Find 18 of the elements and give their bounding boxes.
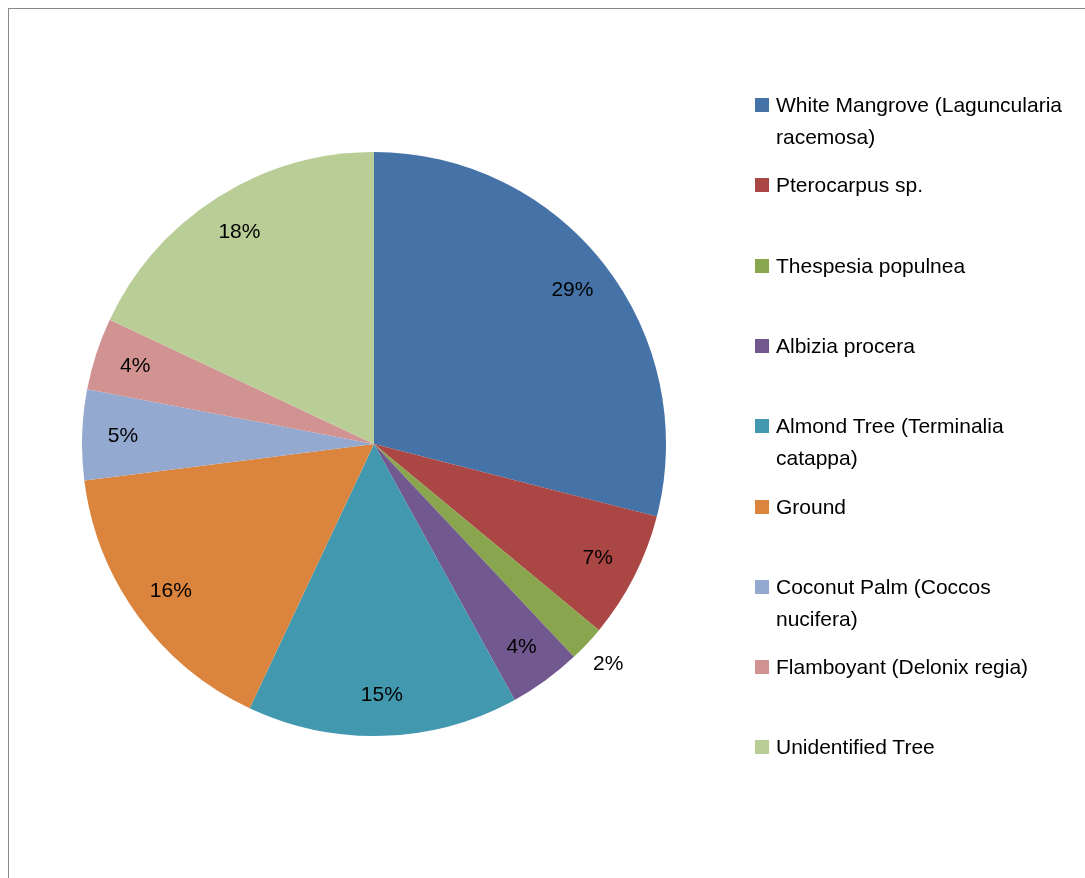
- legend-label: Albizia procera: [776, 332, 916, 359]
- legend-label: Unidentified Tree: [776, 734, 936, 761]
- legend-label: Ground: [776, 493, 848, 520]
- legend-label: Thespesia populnea: [776, 252, 967, 279]
- legend-label: Coconut Palm (Coccos nucifera): [776, 573, 992, 632]
- legend-label: Pterocarpus sp.: [776, 172, 925, 199]
- data-label: 18%: [218, 218, 261, 242]
- data-label: 29%: [551, 276, 594, 300]
- data-label: 4%: [506, 633, 537, 657]
- data-label: 4%: [119, 353, 151, 377]
- data-label: 2%: [592, 650, 624, 674]
- legend-label: White Mangrove (Laguncularia racemosa): [776, 92, 1063, 150]
- data-label: 16%: [149, 578, 192, 602]
- legend-label: Flamboyant (Delonix regia): [776, 654, 1030, 681]
- data-label: 5%: [107, 422, 139, 446]
- data-label: 15%: [360, 681, 403, 705]
- legend-label: Almond Tree (Terminalia catappa): [776, 413, 1005, 472]
- data-label: 7%: [582, 544, 613, 568]
